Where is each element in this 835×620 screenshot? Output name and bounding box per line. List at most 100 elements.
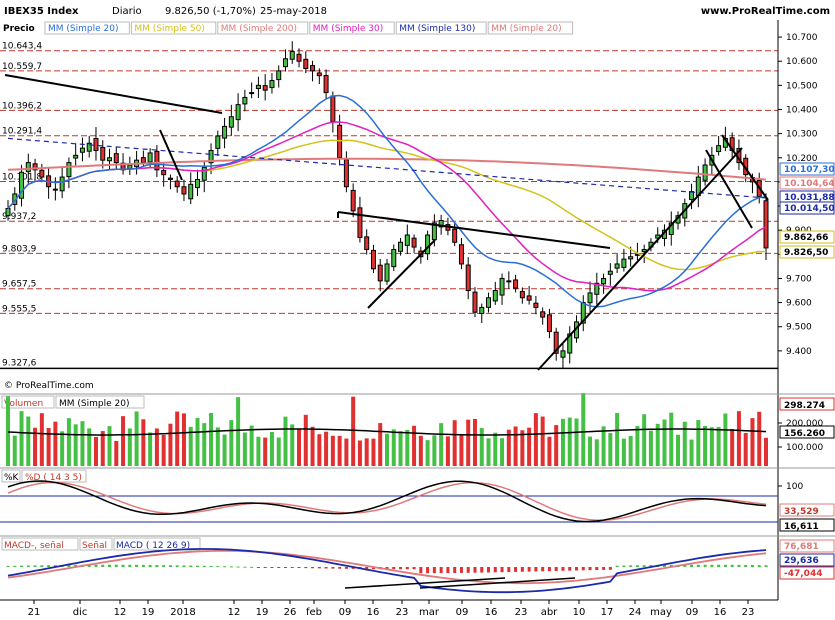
macd-histogram-bar — [703, 564, 707, 567]
stoch-flag-box — [779, 518, 835, 532]
candle-body — [32, 163, 38, 171]
macd-histogram-bar — [277, 567, 281, 568]
candle-body — [316, 72, 322, 77]
candle-body — [364, 236, 370, 250]
reference-level-label: 10.291,4 — [2, 127, 42, 137]
macd-histogram-bar — [47, 565, 51, 567]
volume-bar — [385, 433, 389, 466]
candle-body — [384, 263, 390, 282]
macd-histogram-bar — [405, 567, 409, 570]
reference-level-label: 9.803,9 — [2, 244, 37, 254]
x-tick-label: 23 — [515, 607, 528, 618]
volume-bar — [249, 425, 254, 466]
volume-bar — [689, 439, 694, 466]
trendline — [4, 74, 223, 114]
macd-histogram-bar — [608, 567, 612, 570]
volume-bar — [114, 440, 119, 466]
volume-bar — [391, 429, 396, 466]
trendline — [705, 149, 753, 229]
volume-bar — [757, 411, 762, 466]
macd-histogram-bar — [602, 567, 606, 570]
trendline — [159, 129, 183, 181]
candle-body — [59, 176, 65, 192]
candle-body — [100, 146, 106, 161]
macd-histogram-bar — [338, 567, 342, 569]
volume-bar — [134, 411, 139, 466]
candle-body — [154, 150, 160, 171]
macd-histogram-bar — [581, 567, 585, 571]
legend-item-box — [395, 21, 487, 35]
sma200-line — [7, 157, 767, 181]
legend-item-box — [309, 21, 395, 35]
volume-bar — [601, 426, 606, 466]
macd-histogram-bar — [223, 566, 227, 568]
price-flag-box — [779, 230, 835, 244]
volume-bar — [527, 427, 532, 466]
volume-bar — [107, 426, 112, 466]
volume-bar — [554, 425, 559, 466]
macd-flag-box — [779, 566, 835, 580]
stoch-tick-label: 100 — [786, 482, 803, 492]
macd-histogram-bar — [615, 565, 619, 567]
macd-histogram-bar — [304, 567, 308, 569]
candle-body — [377, 264, 383, 282]
price-tick-label: 10.300 — [786, 130, 818, 140]
x-tick-label: 19 — [256, 607, 269, 618]
stoch-flag-label: 33,529 — [784, 507, 819, 517]
site-label: www.ProRealTime.com — [701, 6, 830, 17]
volume-bar — [6, 396, 10, 466]
price-tick-label: 9.400 — [786, 347, 812, 357]
macd-histogram-bar — [108, 564, 112, 567]
macd-histogram-bar — [26, 565, 30, 567]
candle-body — [519, 290, 525, 299]
volume-label-box — [1, 395, 55, 409]
x-tick-label: 09 — [686, 607, 699, 618]
macd-histogram-bar — [635, 565, 639, 567]
x-tick-label: dic — [73, 607, 88, 618]
x-tick-label: 12 — [114, 607, 127, 618]
macd-a-label: MACD-, señal — [4, 541, 64, 551]
candle-body — [249, 92, 255, 95]
volume-bar — [703, 426, 708, 466]
volume-bar — [378, 423, 383, 466]
reference-level-label: 10.396,2 — [2, 101, 42, 111]
volume-bar — [297, 428, 302, 466]
price-tick-label: 9.500 — [786, 323, 812, 333]
legend-item-box — [487, 21, 574, 35]
candle-body — [641, 248, 647, 253]
volume-bar — [330, 435, 335, 466]
volume-tick-label: 100.000 — [786, 443, 823, 453]
volume-bar — [188, 426, 193, 466]
macd-histogram-bar — [331, 567, 335, 569]
legend-item: MM (Simple 130) — [399, 24, 475, 34]
x-tick-label: 16 — [485, 607, 498, 618]
candle-body — [628, 256, 634, 260]
macd-histogram-bar — [168, 565, 172, 567]
macd-histogram-bar — [642, 565, 646, 567]
volume-bar — [73, 424, 78, 466]
volume-flag-box — [779, 397, 835, 411]
macd-histogram-bar — [385, 567, 389, 570]
x-tick-label: 26 — [284, 607, 297, 618]
candle-body — [161, 170, 167, 176]
volume-bar — [215, 427, 220, 466]
macd-histogram-bar — [94, 564, 98, 567]
stoch-d-label: %D ( 14 3 5) — [25, 473, 82, 483]
candle-body — [181, 186, 187, 195]
volume-bar — [344, 438, 349, 466]
macd-histogram-bar — [520, 567, 524, 572]
candle-body — [330, 95, 336, 123]
reference-level-label: 10.643,4 — [2, 42, 42, 52]
candle-body — [337, 124, 343, 159]
legend-item: MM (Simple 20) — [48, 24, 118, 34]
reference-level-label: 9.937,2 — [2, 212, 36, 222]
macd-histogram-bar — [419, 567, 423, 574]
volume-bar — [53, 421, 58, 466]
macd-histogram-bar — [547, 567, 551, 572]
volume-sma-line — [7, 428, 767, 436]
candle-body — [567, 333, 573, 354]
candle-body — [560, 350, 566, 358]
candle-body — [25, 162, 31, 173]
macd-a-box — [1, 537, 79, 551]
macd-histogram-bar — [683, 564, 687, 567]
